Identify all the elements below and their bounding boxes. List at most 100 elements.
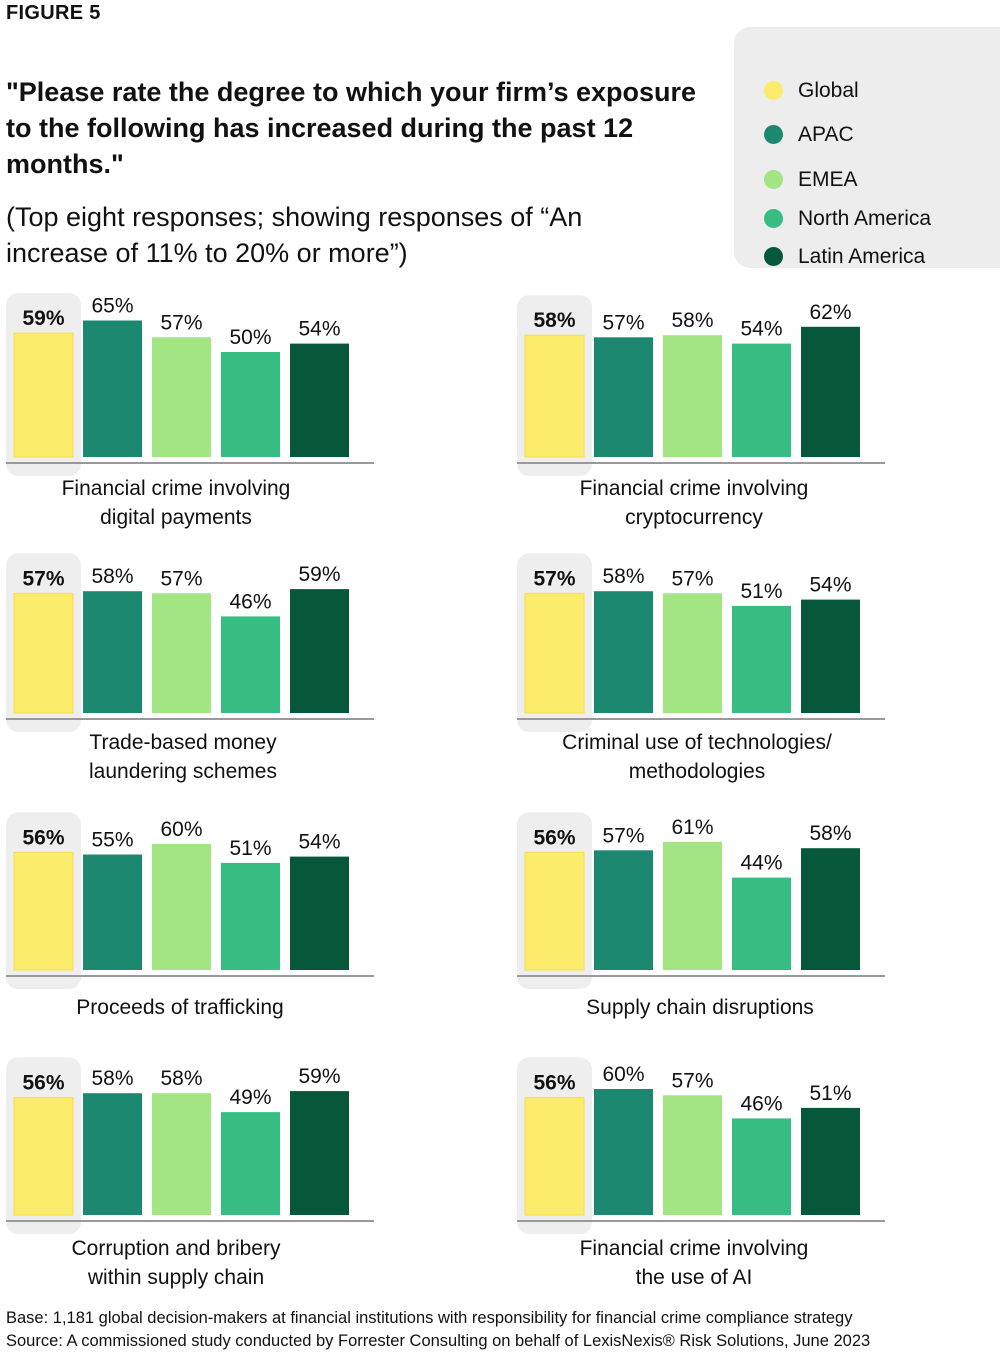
data-label: 59% <box>298 563 340 586</box>
bar-latin-america <box>801 599 860 713</box>
chart-caption: Trade-based money laundering schemes <box>89 731 277 783</box>
data-label: 59% <box>298 1065 340 1088</box>
data-label: 44% <box>740 852 782 875</box>
data-label: 58% <box>602 565 644 588</box>
bar-global <box>524 1096 585 1216</box>
bar-apac <box>83 854 142 970</box>
data-label: 61% <box>671 816 713 839</box>
data-label: 58% <box>91 1067 133 1090</box>
data-label: 60% <box>160 818 202 841</box>
legend-swatch-latin-america <box>764 247 783 266</box>
bar-emea <box>663 335 722 457</box>
data-label: 58% <box>809 822 851 845</box>
legend-label: Latin America <box>798 245 926 268</box>
bar-latin-america <box>290 589 349 713</box>
bar-apac <box>594 850 653 970</box>
bar-emea <box>152 593 211 713</box>
data-label: 58% <box>91 565 133 588</box>
data-label: 56% <box>533 826 575 849</box>
data-label: 57% <box>671 1069 713 1092</box>
bar-latin-america <box>290 856 349 970</box>
bar-north-america <box>221 1112 280 1215</box>
legend-swatch-north-america <box>764 209 783 228</box>
data-label: 65% <box>91 295 133 318</box>
bar-apac <box>83 320 142 457</box>
chart-caption: Financial crime involving digital paymen… <box>61 477 291 529</box>
bar-latin-america <box>801 848 860 970</box>
chart-caption: Financial crime involving the use of AI <box>579 1237 809 1289</box>
bar-global <box>524 851 585 971</box>
legend-label: APAC <box>798 123 854 146</box>
figure-label: FIGURE 5 <box>6 2 101 24</box>
legend-swatch-global <box>764 81 783 100</box>
bar-emea <box>663 593 722 713</box>
data-label: 58% <box>160 1067 202 1090</box>
data-label: 56% <box>22 826 64 849</box>
bar-global <box>524 592 585 714</box>
bar-apac <box>83 1093 142 1215</box>
chart-caption: Proceeds of trafficking <box>76 996 284 1019</box>
footer-source: Source: A commissioned study conducted b… <box>6 1332 871 1350</box>
bar-north-america <box>732 877 791 970</box>
bar-global <box>13 592 74 714</box>
data-label: 57% <box>160 311 202 334</box>
chart-title: "Please rate the degree to which your fi… <box>6 77 697 179</box>
bar-north-america <box>221 616 280 713</box>
bar-emea <box>663 841 722 970</box>
data-label: 58% <box>671 309 713 332</box>
data-label: 62% <box>809 301 851 324</box>
bar-latin-america <box>290 1091 349 1215</box>
data-label: 56% <box>533 1071 575 1094</box>
legend-label: Global <box>798 79 859 102</box>
bar-latin-america <box>290 343 349 457</box>
data-label: 58% <box>533 309 575 332</box>
bar-north-america <box>732 1118 791 1215</box>
data-label: 51% <box>229 837 271 860</box>
chart-caption: Supply chain disruptions <box>586 996 814 1019</box>
legend-swatch-apac <box>764 125 783 144</box>
bar-north-america <box>221 862 280 970</box>
bar-latin-america <box>801 326 860 457</box>
chart-caption: Criminal use of technologies/ methodolog… <box>562 731 832 783</box>
data-label: 50% <box>229 326 271 349</box>
data-label: 57% <box>22 567 64 590</box>
footer-base: Base: 1,181 global decision-makers at fi… <box>6 1309 853 1327</box>
data-label: 55% <box>91 829 133 852</box>
data-label: 56% <box>22 1071 64 1094</box>
data-label: 51% <box>740 580 782 603</box>
legend-label: EMEA <box>798 168 858 191</box>
chart-subtitle: (Top eight responses; showing responses … <box>6 202 583 268</box>
bar-global <box>13 1096 74 1216</box>
bar-emea <box>152 337 211 457</box>
legend-label: North America <box>798 207 932 230</box>
chart-caption: Corruption and bribery within supply cha… <box>71 1237 281 1289</box>
data-label: 57% <box>160 567 202 590</box>
data-label: 57% <box>533 567 575 590</box>
bar-apac <box>594 337 653 457</box>
data-label: 49% <box>229 1086 271 1109</box>
bar-apac <box>83 591 142 713</box>
data-label: 60% <box>602 1063 644 1086</box>
data-label: 57% <box>671 567 713 590</box>
bar-apac <box>594 1089 653 1215</box>
data-label: 46% <box>229 590 271 613</box>
bar-north-america <box>221 352 280 457</box>
data-label: 54% <box>298 831 340 854</box>
bar-apac <box>594 591 653 713</box>
data-label: 57% <box>602 824 644 847</box>
data-label: 59% <box>22 307 64 330</box>
bar-north-america <box>732 343 791 457</box>
bar-global <box>13 332 74 458</box>
data-label: 54% <box>740 318 782 341</box>
data-label: 46% <box>740 1092 782 1115</box>
data-label: 54% <box>298 318 340 341</box>
legend-swatch-emea <box>764 170 783 189</box>
data-label: 57% <box>602 311 644 334</box>
bar-global <box>13 851 74 971</box>
bar-latin-america <box>801 1107 860 1215</box>
data-label: 51% <box>809 1082 851 1105</box>
bar-emea <box>152 1093 211 1215</box>
bar-north-america <box>732 605 791 713</box>
bar-global <box>524 334 585 458</box>
bar-emea <box>663 1095 722 1215</box>
